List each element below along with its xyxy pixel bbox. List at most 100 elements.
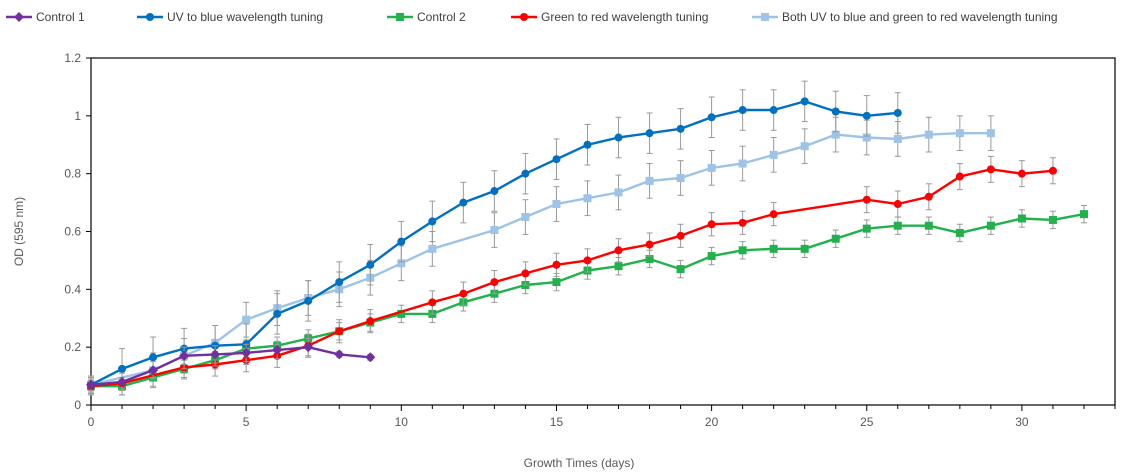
data-point xyxy=(428,217,437,226)
error-bars xyxy=(88,115,994,394)
error-bars xyxy=(88,204,1087,396)
x-axis-title: Growth Times (days) xyxy=(524,456,635,470)
legend-swatch-marker xyxy=(14,12,24,22)
y-tick-label: 1 xyxy=(74,109,81,123)
data-point xyxy=(769,210,778,219)
data-point xyxy=(335,278,344,287)
data-point xyxy=(428,244,437,253)
legend-label: Green to red wavelength tuning xyxy=(541,10,708,24)
data-point xyxy=(397,259,406,268)
data-point xyxy=(1048,166,1057,175)
y-tick-label: 0.6 xyxy=(64,225,81,239)
data-point xyxy=(738,246,747,255)
data-point xyxy=(552,200,561,209)
data-point xyxy=(955,172,964,181)
data-point xyxy=(893,200,902,209)
data-point xyxy=(924,192,933,201)
series-2 xyxy=(87,204,1088,396)
data-point xyxy=(738,106,747,115)
y-axis-title: OD (595 nm) xyxy=(12,197,26,266)
data-point xyxy=(955,228,964,237)
data-point xyxy=(583,256,592,265)
x-tick-label: 25 xyxy=(860,415,874,429)
x-tick-label: 10 xyxy=(395,415,409,429)
data-point xyxy=(334,349,345,360)
data-point xyxy=(552,155,561,164)
data-point xyxy=(1017,169,1026,178)
data-point xyxy=(459,289,468,298)
data-point xyxy=(86,379,96,390)
data-point xyxy=(118,364,127,373)
data-point xyxy=(397,237,406,246)
data-point xyxy=(490,278,499,287)
x-axis: 0 5 10 15 20 25 30 xyxy=(88,405,1116,429)
data-point xyxy=(893,108,902,117)
series-line xyxy=(90,346,371,386)
legend-label: UV to blue wavelength tuning xyxy=(167,10,323,24)
data-point xyxy=(583,194,592,203)
x-tick-label: 30 xyxy=(1015,415,1029,429)
legend-item: Control 2 xyxy=(387,10,466,24)
data-point xyxy=(738,218,747,227)
data-point xyxy=(459,198,468,207)
data-point xyxy=(335,327,344,336)
series-line xyxy=(90,131,991,386)
legend-item: Control 1 xyxy=(6,10,85,24)
data-point xyxy=(490,226,499,235)
data-point xyxy=(366,260,375,269)
data-point xyxy=(769,106,778,115)
data-point xyxy=(986,165,995,174)
data-point xyxy=(241,347,252,358)
series-0 xyxy=(86,337,376,392)
y-tick-label: 0.8 xyxy=(64,167,81,181)
data-point xyxy=(1048,215,1057,224)
data-point xyxy=(707,163,716,172)
legend-item: Green to red wavelength tuning xyxy=(511,10,708,24)
data-point xyxy=(148,365,159,376)
data-point xyxy=(242,315,251,324)
data-point xyxy=(986,221,995,230)
data-point xyxy=(676,174,685,183)
legend-swatch-marker xyxy=(396,13,404,21)
x-tick-label: 0 xyxy=(88,415,95,429)
data-point xyxy=(924,221,933,230)
data-point xyxy=(614,246,623,255)
data-point xyxy=(707,113,716,122)
data-point xyxy=(149,353,158,362)
data-point xyxy=(862,111,871,120)
data-point xyxy=(366,317,375,326)
legend-item: UV to blue wavelength tuning xyxy=(137,10,323,24)
data-point xyxy=(769,150,778,159)
y-tick-label: 0.4 xyxy=(64,282,81,296)
data-point xyxy=(769,244,778,253)
data-point xyxy=(738,159,747,168)
data-point xyxy=(614,188,623,197)
data-point xyxy=(1079,210,1088,219)
series-4 xyxy=(87,115,995,394)
data-point xyxy=(800,142,809,151)
data-point xyxy=(893,221,902,230)
y-tick-label: 1.2 xyxy=(64,51,81,65)
data-point xyxy=(924,130,933,139)
y-tick-label: 0 xyxy=(74,398,81,412)
data-point xyxy=(521,269,530,278)
data-point xyxy=(179,350,190,361)
data-point xyxy=(645,240,654,249)
data-point xyxy=(986,129,995,138)
data-point xyxy=(831,107,840,116)
data-point xyxy=(552,278,561,287)
legend: Control 1 UV to blue wavelength tuning Con… xyxy=(6,10,1058,24)
data-point xyxy=(707,220,716,229)
legend-label: Control 2 xyxy=(417,10,466,24)
data-point xyxy=(117,376,128,387)
data-point xyxy=(583,140,592,149)
x-tick-label: 15 xyxy=(550,415,564,429)
legend-item: Both UV to blue and green to red wavelen… xyxy=(752,10,1058,24)
series-line xyxy=(90,168,1054,388)
x-tick-label: 5 xyxy=(243,415,250,429)
data-point xyxy=(645,129,654,138)
data-point xyxy=(272,345,283,356)
legend-label: Control 1 xyxy=(36,10,85,24)
data-point xyxy=(273,309,282,318)
